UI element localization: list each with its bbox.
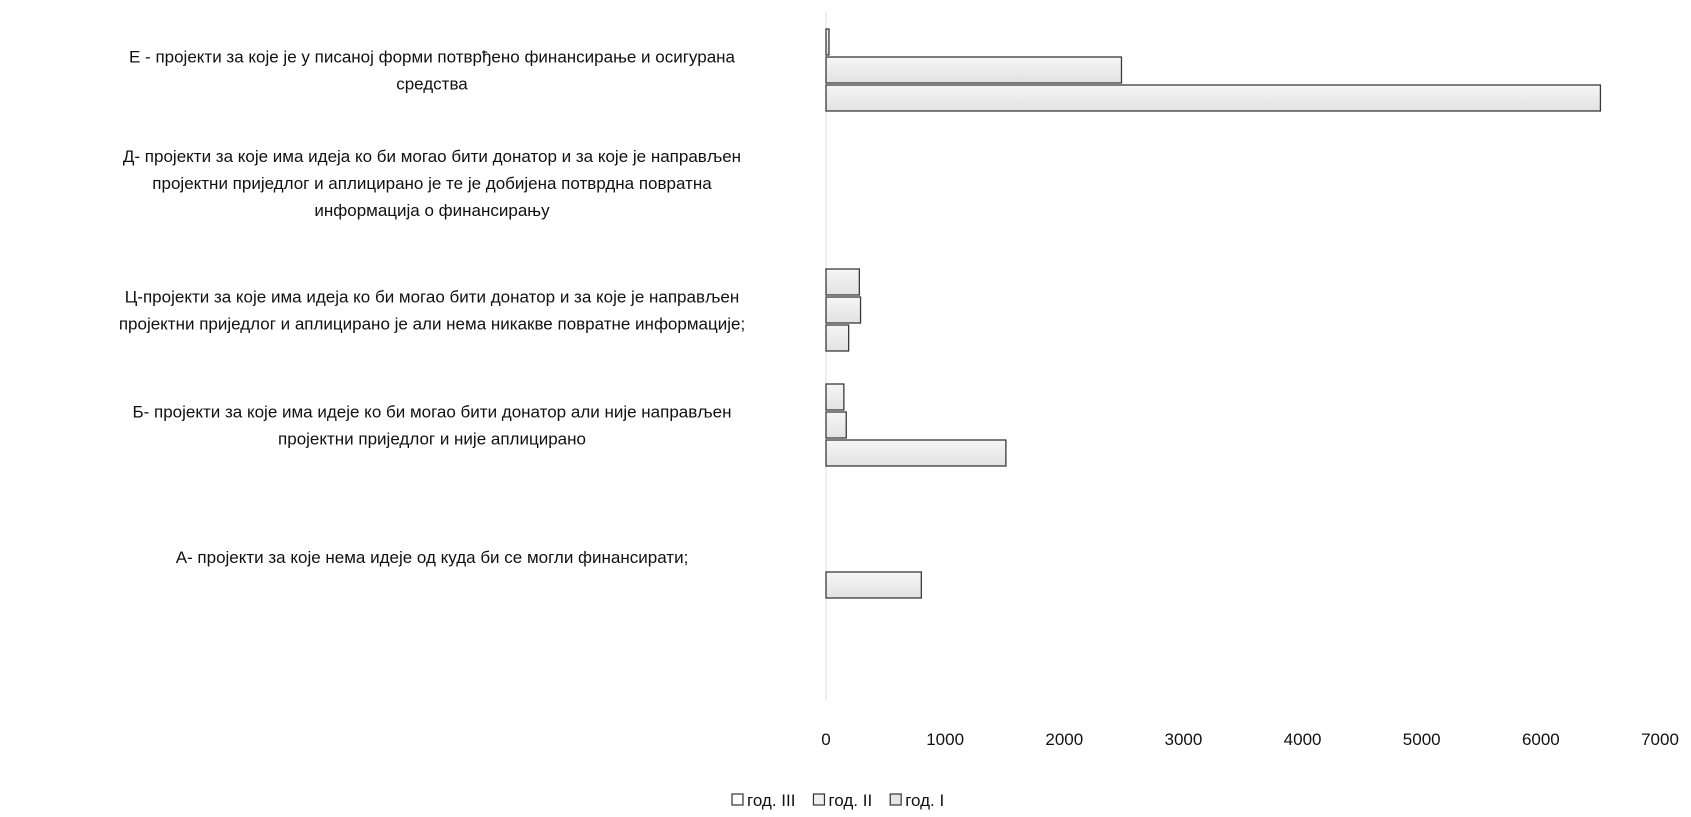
x-tick-label-6000: 6000 xyxy=(1522,730,1560,749)
category-label-4-line-3: информација о финансирању xyxy=(314,201,550,220)
category-label-3-line-2: пројектни приједлог и аплицирано је али … xyxy=(119,315,745,334)
bars-layer xyxy=(825,12,1602,700)
x-tick-label-0: 0 xyxy=(821,730,830,749)
legend-label-1: год. III xyxy=(747,791,795,810)
legend-swatch-3 xyxy=(889,793,902,806)
bar-5-series-2 xyxy=(825,56,1123,84)
x-tick-label-2000: 2000 xyxy=(1045,730,1083,749)
x-tick-label-1000: 1000 xyxy=(926,730,964,749)
bar-3-series-3 xyxy=(825,324,850,352)
bar-2-series-3 xyxy=(825,439,1007,467)
bar-2-series-2 xyxy=(825,411,847,439)
category-label-2-line-2: пројектни приједлог и није аплицирано xyxy=(278,430,586,449)
bar-1-series-3 xyxy=(825,571,922,599)
category-label-4-line-1: Д- пројекти за које има идеја ко би мога… xyxy=(123,147,741,166)
x-tick-label-4000: 4000 xyxy=(1284,730,1322,749)
category-label-1-line-1: А- пројекти за које нема идеје од куда б… xyxy=(176,548,689,567)
bar-5-series-1 xyxy=(825,28,830,56)
x-axis-ticks: 0 1000 2000 3000 4000 5000 6000 7000 xyxy=(821,730,1679,749)
category-label-2-line-1: Б- пројекти за које има идеје ко би мога… xyxy=(132,403,731,422)
legend-label-3: год. I xyxy=(905,791,944,810)
category-labels: А- пројекти за које нема идеје од куда б… xyxy=(119,48,745,568)
legend-label-2: год. II xyxy=(828,791,872,810)
category-label-3-line-1: Ц-пројекти за које има идеја ко би могао… xyxy=(125,288,740,307)
legend-swatch-1 xyxy=(731,793,744,806)
bar-3-series-2 xyxy=(825,296,862,324)
category-label-5-line-1: Е - пројекти за које је у писаној форми … xyxy=(129,48,736,67)
x-tick-label-3000: 3000 xyxy=(1165,730,1203,749)
legend-swatch-2 xyxy=(812,793,826,806)
bar-3-series-1 xyxy=(825,268,861,296)
bar-5-series-3 xyxy=(825,84,1602,112)
category-label-4-line-2: пројектни приједлог и аплицирано је те ј… xyxy=(152,174,712,193)
bar-2-series-1 xyxy=(825,383,845,411)
x-tick-label-5000: 5000 xyxy=(1403,730,1441,749)
category-label-5-line-2: средства xyxy=(396,75,468,94)
x-tick-label-7000: 7000 xyxy=(1641,730,1679,749)
legend: год. III год. II год. I xyxy=(731,791,944,810)
